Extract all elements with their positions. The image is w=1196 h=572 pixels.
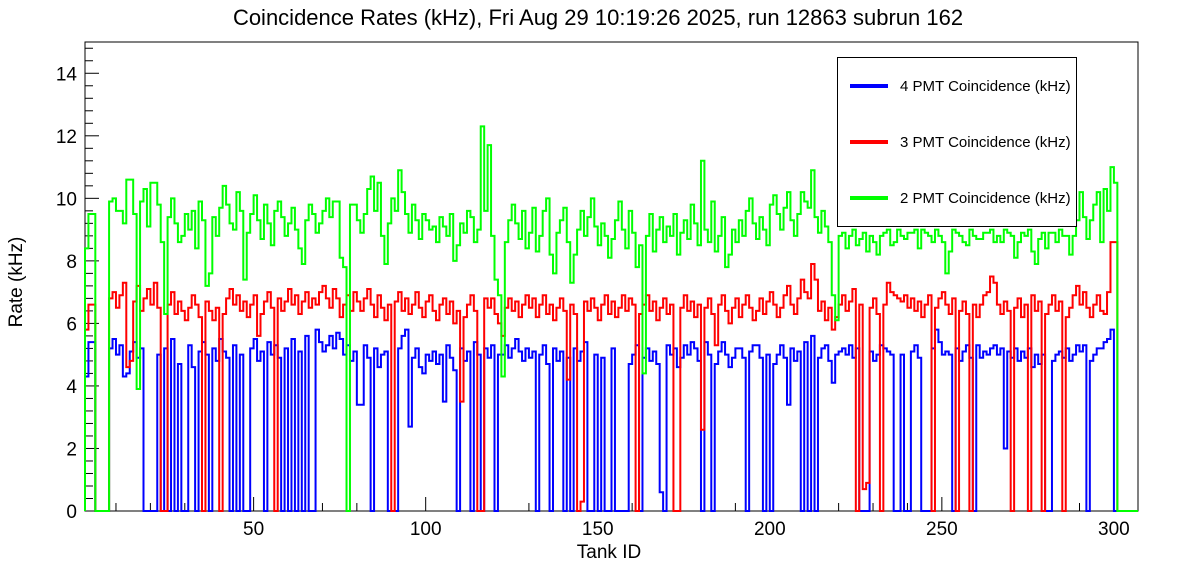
- y-axis-tick-labels: 0 2 4 6 8 10 12 14: [56, 64, 78, 523]
- x-tick-label: 150: [582, 519, 614, 540]
- x-tick-label: 300: [1098, 519, 1130, 540]
- legend-item-label: 3 PMT Coincidence (kHz): [900, 133, 1071, 151]
- legend-item-3pmt: 3 PMT Coincidence (kHz): [838, 134, 1076, 151]
- x-tick-label: 100: [410, 519, 442, 540]
- legend-box: 4 PMT Coincidence (kHz) 3 PMT Coincidenc…: [837, 57, 1077, 227]
- chart-title: Coincidence Rates (kHz), Fri Aug 29 10:1…: [232, 5, 964, 30]
- x-axis-title: Tank ID: [576, 542, 642, 563]
- y-tick-label: 6: [66, 314, 77, 335]
- x-axis-tick-labels: 50 100 150 200 250 300: [243, 519, 1130, 540]
- legend-line-sample-green: [850, 196, 888, 200]
- x-tick-label: 50: [243, 519, 264, 540]
- y-tick-label: 4: [66, 377, 77, 398]
- y-axis-ticks: [85, 47, 99, 512]
- y-tick-label: 2: [66, 439, 77, 460]
- legend-line-sample-red: [850, 140, 888, 144]
- y-tick-label: 10: [56, 189, 77, 210]
- y-tick-label: 8: [66, 252, 77, 273]
- y-tick-label: 14: [56, 64, 78, 85]
- legend-item-4pmt: 4 PMT Coincidence (kHz): [838, 78, 1076, 95]
- series-line-4pmt: [84, 328, 1138, 512]
- series-line-2pmt: [84, 125, 1138, 512]
- y-tick-label: 12: [56, 127, 77, 148]
- legend-item-2pmt: 2 PMT Coincidence (kHz): [838, 190, 1076, 207]
- series-line-3pmt: [84, 241, 1138, 512]
- x-tick-label: 250: [926, 519, 958, 540]
- legend-item-label: 4 PMT Coincidence (kHz): [900, 77, 1071, 95]
- legend-item-label: 2 PMT Coincidence (kHz): [900, 189, 1071, 207]
- legend-line-sample-blue: [850, 84, 888, 88]
- x-tick-label: 200: [754, 519, 786, 540]
- y-tick-label: 0: [66, 502, 77, 523]
